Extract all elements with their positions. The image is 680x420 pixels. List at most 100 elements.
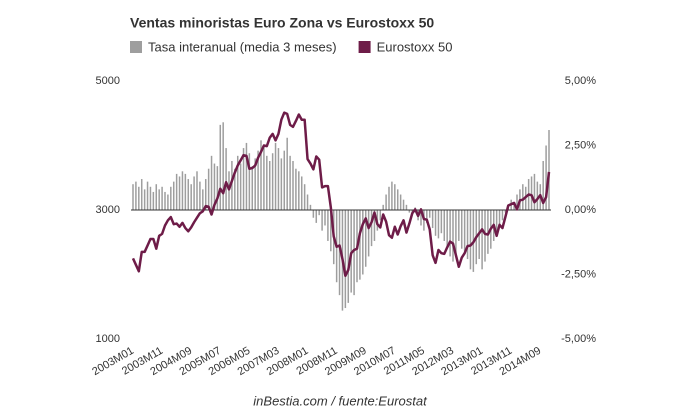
bar [542, 160, 544, 210]
bar [146, 181, 149, 210]
bar [396, 189, 399, 210]
bar [138, 186, 140, 210]
bar [359, 210, 361, 280]
bar [426, 210, 428, 223]
bar [181, 171, 184, 210]
bar [481, 210, 483, 270]
bar [283, 150, 286, 210]
y2-tick-label: -5,00% [561, 333, 596, 345]
bar [202, 189, 204, 210]
bar [440, 210, 443, 234]
bar [391, 181, 393, 210]
y-tick-label: 5000 [96, 75, 120, 87]
bar [423, 210, 425, 231]
bar [280, 158, 283, 210]
bar [210, 155, 213, 210]
bar [501, 210, 504, 221]
bar [466, 210, 469, 260]
bar [251, 166, 254, 210]
bar [187, 179, 190, 210]
bar [536, 181, 539, 210]
bar [362, 210, 364, 275]
bar [545, 145, 547, 210]
bar [172, 181, 175, 210]
bar [295, 168, 297, 210]
bar [327, 210, 329, 241]
bar [161, 186, 163, 210]
bar [434, 210, 437, 236]
bar [405, 204, 408, 210]
bar [449, 210, 451, 257]
bar [155, 184, 158, 210]
legend-swatch [358, 41, 371, 53]
bar [158, 189, 160, 210]
bar [382, 204, 384, 210]
y-tick-label: 3000 [96, 204, 120, 216]
bar [300, 176, 303, 210]
legend-label: Eurostoxx 50 [377, 39, 453, 54]
bar [149, 186, 152, 210]
bar [140, 179, 143, 210]
bar [522, 184, 524, 210]
bar [533, 173, 536, 210]
bar [245, 142, 248, 210]
bar [373, 210, 376, 241]
bar [184, 173, 187, 210]
bar [455, 210, 457, 254]
bar [344, 210, 347, 309]
bar [216, 166, 219, 210]
bar [452, 210, 454, 262]
bar [152, 191, 155, 210]
bar [318, 210, 320, 216]
bar [219, 124, 222, 210]
bar [513, 202, 515, 210]
bar [298, 171, 300, 210]
bar [364, 210, 367, 267]
bar [309, 204, 312, 210]
bar [303, 184, 306, 210]
bar [463, 210, 466, 252]
line [131, 111, 551, 278]
bar [263, 145, 265, 210]
bar [495, 210, 498, 231]
bar [315, 210, 318, 223]
bar [207, 168, 210, 210]
bar [170, 186, 172, 210]
bar [228, 171, 230, 210]
bar [338, 210, 341, 296]
bar [388, 186, 390, 210]
bar [458, 210, 460, 241]
bar [143, 189, 146, 210]
bar [353, 210, 355, 296]
bar [469, 210, 472, 270]
bar [431, 210, 434, 229]
bar [504, 210, 507, 213]
bar [199, 181, 201, 210]
bar [231, 160, 233, 210]
bar [408, 210, 411, 213]
bar [260, 140, 262, 210]
bar [271, 153, 274, 210]
bar [236, 155, 239, 210]
bar [437, 210, 440, 239]
bar [196, 171, 198, 210]
bar [324, 210, 326, 226]
bar [347, 210, 350, 303]
bar [385, 194, 387, 210]
bar [225, 148, 227, 210]
bar [257, 150, 259, 210]
bar [306, 194, 309, 210]
bar [286, 137, 288, 210]
bar [428, 210, 431, 218]
legend-swatch [130, 41, 142, 53]
bar [321, 210, 323, 231]
bar [292, 160, 294, 210]
bar [277, 148, 280, 210]
chart-title: Ventas minoristas Euro Zona vs Eurostoxx… [130, 15, 434, 31]
bar [548, 130, 550, 210]
bar [370, 210, 373, 247]
bar [135, 181, 137, 210]
bar [289, 155, 291, 210]
bar [460, 210, 463, 249]
